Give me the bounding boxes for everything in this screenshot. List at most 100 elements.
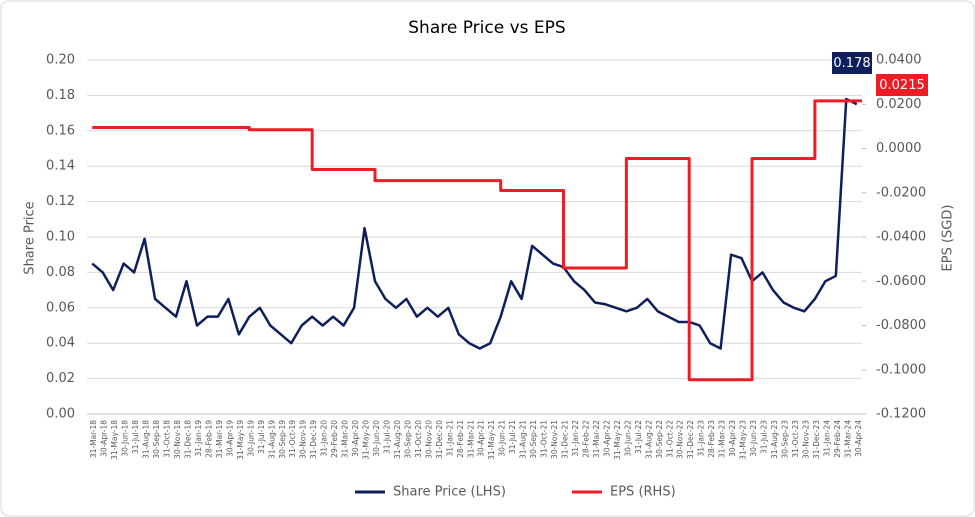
- annotation-box: [876, 74, 928, 96]
- x-tick-label: 31-Aug-23: [770, 420, 779, 459]
- x-tick-label: 31-Jan-20: [320, 420, 329, 457]
- x-tick-label: 31-May-18: [110, 420, 119, 460]
- x-tick-label: 31-May-19: [236, 420, 245, 460]
- x-tick-label: 31-Dec-22: [686, 420, 695, 459]
- y2-tick-label: -0.0600: [876, 274, 926, 289]
- x-tick-label: 31-Aug-18: [142, 420, 151, 459]
- x-tick-label: 30-Sep-22: [655, 420, 664, 459]
- x-tick-label: 31-Jul-20: [382, 420, 391, 454]
- x-tick-label: 31-Mar-23: [718, 420, 727, 458]
- x-tick-label: 31-Dec-21: [561, 420, 570, 459]
- legend-label: Share Price (LHS): [393, 485, 506, 500]
- x-tick-label: 30-Apr-23: [728, 420, 737, 457]
- x-tick-label: 30-Apr-22: [602, 420, 611, 457]
- y2-tick-label: -0.1200: [876, 407, 926, 422]
- x-tick-label: 31-Jan-23: [697, 420, 706, 457]
- x-tick-label: 30-Sep-21: [529, 420, 538, 459]
- x-tick-label: 31-Mar-19: [215, 420, 224, 458]
- y-tick-label: 0.12: [46, 194, 75, 209]
- x-tick-label: 31-Mar-18: [89, 420, 98, 458]
- y2-tick-label: -0.0400: [876, 230, 926, 245]
- x-tick-label: 30-Nov-23: [801, 420, 810, 459]
- y2-tick-label: -0.0200: [876, 185, 926, 200]
- y-tick-label: 0.20: [46, 53, 75, 68]
- x-tick-label: 31-Dec-19: [309, 420, 318, 459]
- x-tick-label: 31-Dec-18: [183, 420, 192, 459]
- y2-tick-label: 0.0000: [876, 141, 922, 156]
- x-tick-label: 30-Sep-20: [403, 420, 412, 459]
- y-tick-label: 0.14: [46, 159, 75, 174]
- x-tick-label: 31-Aug-20: [393, 420, 402, 459]
- series-line: [91, 97, 858, 350]
- x-tick-label: 31-Jul-22: [634, 420, 643, 454]
- x-tick-label: 31-Jul-21: [508, 420, 517, 454]
- x-tick-label: 31-May-23: [739, 420, 748, 460]
- y2-tick-label: -0.0800: [876, 318, 926, 333]
- x-tick-label: 31-Jul-23: [760, 420, 769, 454]
- annotation-label: 0.178: [833, 56, 870, 71]
- x-tick-label: 30-Apr-19: [225, 420, 234, 457]
- x-tick-label: 31-Oct-20: [414, 420, 423, 458]
- x-tick-label: 31-May-21: [487, 420, 496, 460]
- x-tick-label: 31-Jan-22: [571, 420, 580, 457]
- x-tick-label: 31-Jul-19: [257, 420, 266, 454]
- x-tick-label: 31-Oct-19: [288, 420, 297, 458]
- x-tick-label: 31-Oct-23: [791, 420, 800, 458]
- series-line: [92, 99, 862, 382]
- x-tick-label: 31-Mar-20: [341, 420, 350, 458]
- x-tick-label: 30-Jun-23: [749, 420, 758, 457]
- y2-tick-label: 0.0400: [876, 53, 922, 68]
- y2-axis-label: EPS (SGD): [941, 205, 956, 272]
- x-tick-label: 31-May-22: [613, 420, 622, 460]
- x-tick-label: 31-Jan-19: [194, 420, 203, 457]
- x-tick-label: 30-Sep-23: [780, 420, 789, 459]
- x-tick-label: 30-Apr-21: [477, 420, 486, 457]
- x-tick-label: 31-Aug-22: [644, 420, 653, 459]
- x-tick-label: 31-Jul-18: [131, 420, 140, 454]
- x-tick-label: 30-Jun-22: [623, 420, 632, 457]
- x-tick-label: 30-Sep-18: [152, 420, 161, 459]
- x-tick-label: 31-Jan-21: [445, 420, 454, 457]
- annotation-label: 0.0215: [879, 78, 925, 93]
- x-tick-label: 31-Mar-24: [843, 420, 852, 458]
- x-tick-label: 31-Aug-19: [267, 420, 276, 459]
- y-tick-label: 0.04: [46, 336, 75, 351]
- x-tick-label: 31-Mar-21: [466, 420, 475, 458]
- y2-tick-label: 0.0200: [876, 97, 922, 112]
- y-tick-label: 0.16: [46, 123, 75, 138]
- x-tick-label: 29-Feb-24: [833, 420, 842, 458]
- x-tick-label: 31-Oct-21: [540, 420, 549, 458]
- x-tick-label: 30-Nov-21: [550, 420, 559, 459]
- y-tick-label: 0.00: [46, 407, 75, 422]
- x-tick-label: 28-Feb-23: [707, 420, 716, 458]
- annotation-box: [832, 52, 872, 74]
- x-tick-label: 28-Feb-21: [456, 420, 465, 458]
- x-tick-label: 31-Dec-20: [435, 420, 444, 459]
- x-tick-label: 31-Oct-22: [665, 420, 674, 458]
- x-tick-label: 31-Dec-23: [812, 420, 821, 459]
- x-tick-label: 30-Apr-18: [100, 420, 109, 457]
- x-tick-label: 30-Jun-21: [498, 420, 507, 457]
- x-tick-label: 30-Nov-20: [424, 420, 433, 459]
- x-tick-label: 30-Nov-19: [299, 420, 308, 459]
- x-tick-label: 30-Nov-22: [676, 420, 685, 459]
- y2-tick-label: -0.1000: [876, 362, 926, 377]
- x-tick-label: 30-Jun-19: [246, 420, 255, 457]
- y-tick-label: 0.10: [46, 230, 75, 245]
- y-tick-label: 0.08: [46, 265, 75, 280]
- x-tick-label: 30-Nov-18: [173, 420, 182, 459]
- y-axis-label: Share Price: [23, 201, 38, 274]
- x-tick-label: 30-Jun-18: [121, 420, 130, 457]
- x-tick-label: 30-Sep-19: [278, 420, 287, 459]
- x-tick-label: 30-Apr-24: [854, 420, 863, 457]
- chart-title: Share Price vs EPS: [408, 18, 565, 38]
- x-tick-label: 29-Feb-20: [330, 420, 339, 458]
- y-tick-label: 0.18: [46, 88, 75, 103]
- x-tick-label: 31-Jan-24: [822, 420, 831, 457]
- x-tick-label: 31-May-20: [362, 420, 371, 460]
- y-tick-label: 0.06: [46, 300, 75, 315]
- y-tick-label: 0.02: [46, 371, 75, 386]
- x-tick-label: 30-Apr-20: [351, 420, 360, 457]
